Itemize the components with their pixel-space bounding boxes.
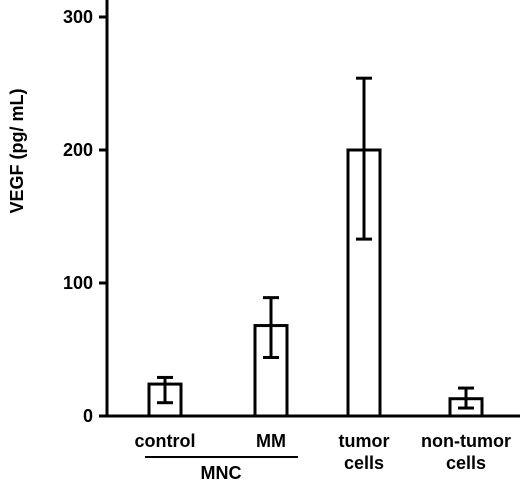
category-label: tumor cells [339,431,390,473]
y-tick-label: 200 [63,140,93,160]
group-label: MNC [201,463,242,483]
y-tick-label: 0 [83,406,93,426]
category-label: MM [256,431,286,451]
y-tick-label: 300 [63,7,93,27]
category-label: control [135,431,196,451]
category-label: non-tumor cells [421,431,511,473]
y-axis-label: VEGF (pg/ mL) [7,89,27,214]
y-tick-label: 100 [63,273,93,293]
